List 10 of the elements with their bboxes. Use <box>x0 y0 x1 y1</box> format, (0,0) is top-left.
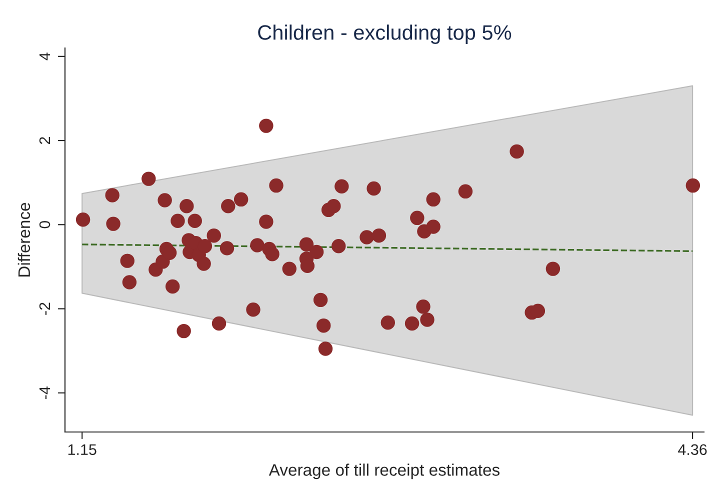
y-tick-label: -2 <box>39 302 50 315</box>
y-tick-label: 4 <box>39 52 50 60</box>
x-axis-title: Average of till receipt estimates <box>268 464 500 480</box>
y-tick-label: -4 <box>39 386 50 399</box>
x-tick-label: 1.15 <box>68 444 96 456</box>
chart-title: Children - excluding top 5% <box>258 24 512 44</box>
x-tick-label: 4.36 <box>678 444 707 456</box>
y-tick-label: 2 <box>39 137 50 144</box>
y-axis-title: Difference <box>18 202 30 276</box>
y-tick-label: 0 <box>39 220 50 228</box>
